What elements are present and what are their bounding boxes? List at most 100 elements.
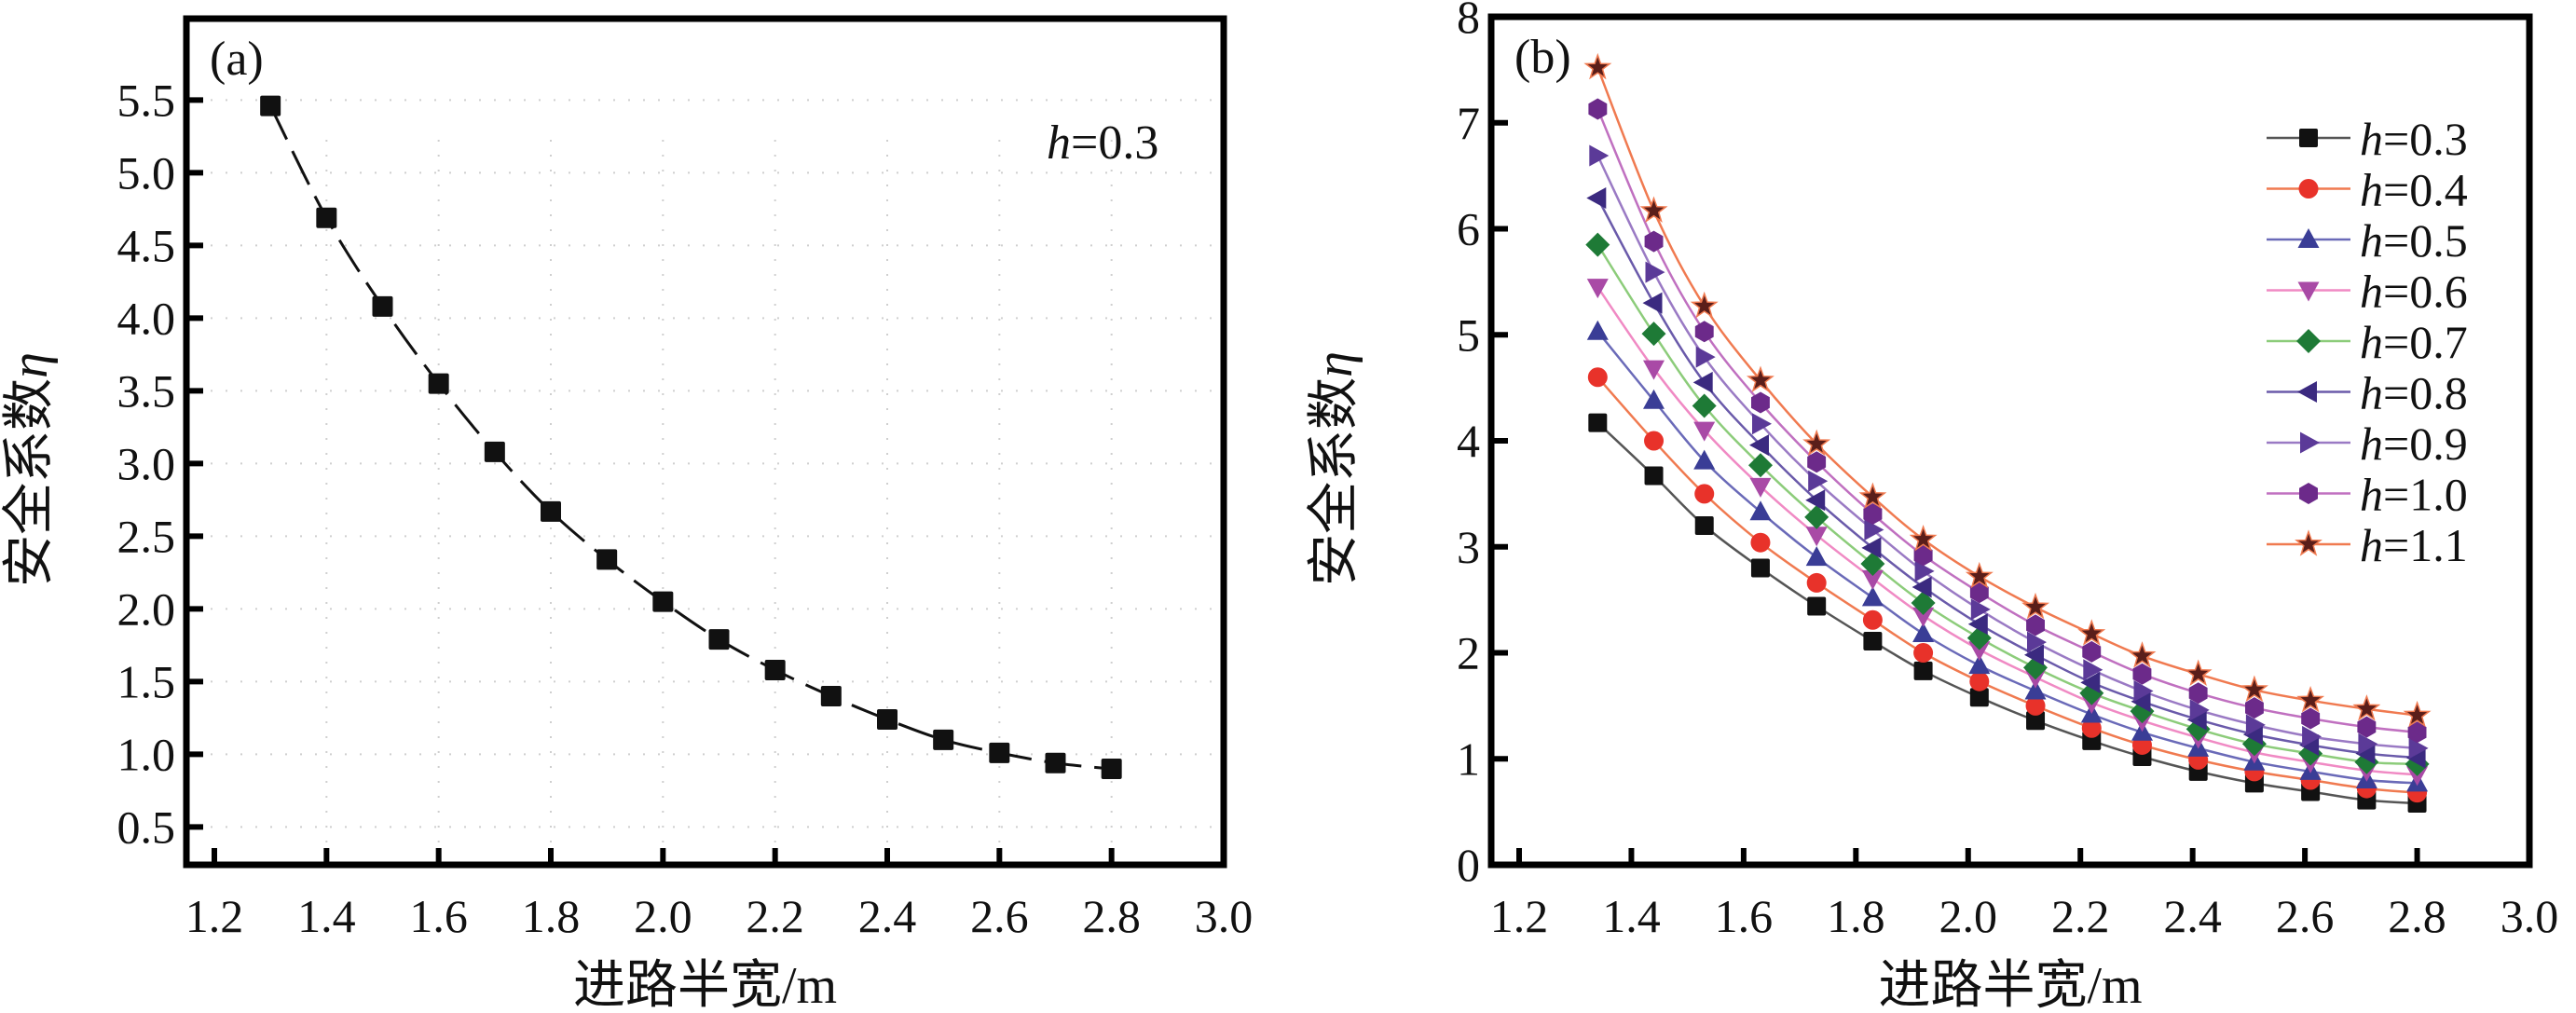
legend-item-h-0.6: h=0.6 bbox=[2267, 266, 2468, 318]
data-point-triangle-right bbox=[2133, 680, 2154, 702]
data-point-triangle-right bbox=[2245, 714, 2266, 736]
x-tick-label: 3.0 bbox=[2501, 890, 2559, 942]
legend-marker-circle-icon bbox=[2298, 179, 2319, 198]
legend-item-h-0.4: h=0.4 bbox=[2267, 164, 2468, 216]
series-line-h-0.3 bbox=[268, 104, 1112, 771]
data-point-square bbox=[820, 686, 842, 707]
data-point-square bbox=[1969, 688, 1989, 707]
data-point-star bbox=[1909, 525, 1938, 552]
data-point-star bbox=[2352, 694, 2381, 721]
data-point-square bbox=[1045, 752, 1066, 773]
x-tick-label: 2.2 bbox=[2051, 890, 2110, 942]
data-point-diamond bbox=[1692, 393, 1717, 418]
x-tick-label: 2.2 bbox=[746, 890, 804, 942]
y-tick-label: 2.5 bbox=[117, 510, 176, 562]
data-point-triangle-right bbox=[1808, 470, 1829, 492]
data-point-hexagon bbox=[2245, 697, 2264, 719]
panel-b-axis-ticks: 1.2 1.4 1.6 1.8 2.0 2.2 2.4 2.6 2.8 3.0 0 1 2 3 4 5 6 7 8 bbox=[1457, 0, 2558, 942]
legend-label-value: =0.6 bbox=[2383, 266, 2468, 318]
data-point-hexagon bbox=[2082, 640, 2102, 663]
data-point-triangle-down bbox=[1861, 569, 1884, 590]
data-point-triangle-right bbox=[1752, 413, 1772, 435]
annotation-h-value: =0.3 bbox=[1071, 116, 1158, 170]
data-point-hexagon bbox=[2407, 721, 2427, 744]
data-point-star bbox=[1583, 52, 1612, 80]
legend-marker-triangle-up-icon bbox=[2297, 228, 2320, 248]
data-point-triangle-right bbox=[2083, 659, 2103, 681]
data-point-triangle-up bbox=[1861, 586, 1884, 607]
y-tick-label: 3.0 bbox=[117, 437, 176, 489]
data-point-triangle-left bbox=[1642, 292, 1663, 314]
data-point-triangle-left bbox=[2186, 708, 2207, 731]
data-point-square bbox=[708, 629, 730, 650]
x-tick-label: 1.6 bbox=[1715, 890, 1774, 942]
panel-a-y-axis-title: 安全系数η bbox=[1, 352, 59, 587]
legend-label-value: =0.9 bbox=[2383, 418, 2468, 470]
data-point-triangle-up bbox=[1693, 449, 1716, 470]
panel-a-safety-factor-chart: 1.2 1.4 1.6 1.8 2.0 2.2 2.4 2.6 2.8 3.0 0.5 1.0 1.5 2… bbox=[1, 15, 1254, 1013]
data-point-square bbox=[877, 708, 897, 730]
data-point-triangle-left bbox=[1749, 434, 1769, 457]
series-line-h-0.4 bbox=[1596, 376, 2418, 794]
legend-label-symbol: h bbox=[2360, 214, 2383, 267]
data-point-square bbox=[484, 441, 505, 462]
data-point-square bbox=[1694, 516, 1714, 535]
x-tick-label: 1.6 bbox=[409, 890, 468, 942]
y-tick-label: 1.0 bbox=[117, 728, 176, 780]
series-line-h-0.7 bbox=[1596, 243, 2418, 766]
data-point-square bbox=[1807, 596, 1827, 616]
y-tick-label: 3 bbox=[1457, 521, 1480, 573]
data-point-hexagon bbox=[2301, 707, 2321, 730]
data-point-star bbox=[1965, 561, 1994, 589]
x-tick-label: 2.0 bbox=[1939, 890, 1998, 942]
data-point-diamond bbox=[1641, 322, 1666, 347]
y-tick-label: 7 bbox=[1457, 97, 1480, 149]
legend-label-symbol: h bbox=[2360, 113, 2383, 165]
legend-marker-triangle-right-icon bbox=[2300, 431, 2320, 454]
data-point-triangle-right bbox=[1589, 144, 1610, 167]
data-point-hexagon bbox=[1807, 451, 1827, 473]
data-point-triangle-left bbox=[1911, 576, 1932, 598]
data-point-square bbox=[652, 591, 674, 612]
series-markers-h-0.8 bbox=[1586, 187, 2426, 769]
data-point-square bbox=[989, 742, 1010, 763]
legend-item-h-0.3: h=0.3 bbox=[2267, 113, 2468, 165]
data-point-square bbox=[1750, 558, 1770, 578]
y-tick-label: 5 bbox=[1457, 308, 1480, 361]
data-point-triangle-right bbox=[1914, 560, 1935, 582]
panel-a-gridlines bbox=[196, 99, 1214, 846]
legend-label-symbol: h bbox=[2360, 164, 2383, 216]
x-tick-label: 1.2 bbox=[1490, 890, 1549, 942]
legend-label-value: =0.8 bbox=[2383, 367, 2468, 419]
x-tick-label: 1.8 bbox=[522, 890, 581, 942]
legend-marker-triangle-left-icon bbox=[2297, 381, 2317, 403]
x-tick-label: 1.2 bbox=[185, 890, 244, 942]
data-point-hexagon bbox=[1751, 391, 1770, 414]
data-point-circle bbox=[1969, 671, 1990, 691]
legend-label: h=0.3 bbox=[2360, 113, 2468, 165]
data-point-hexagon bbox=[1863, 503, 1883, 525]
legend-item-h-0.7: h=0.7 bbox=[2267, 316, 2468, 368]
data-point-square bbox=[1913, 661, 1933, 680]
data-point-triangle-right bbox=[1695, 346, 1716, 368]
legend-label-value: =1.1 bbox=[2383, 519, 2468, 571]
x-tick-label: 2.0 bbox=[634, 890, 692, 942]
data-point-star bbox=[1639, 196, 1668, 223]
panel-a-axis-ticks: 1.2 1.4 1.6 1.8 2.0 2.2 2.4 2.6 2.8 3.0 0.5 1.0 1.5 2… bbox=[117, 74, 1254, 942]
legend-marker-diamond-icon bbox=[2296, 329, 2321, 353]
legend-label-symbol: h bbox=[2360, 469, 2383, 521]
x-tick-label: 2.8 bbox=[1082, 890, 1141, 942]
data-point-triangle-right bbox=[2302, 725, 2323, 747]
x-tick-label: 2.6 bbox=[970, 890, 1029, 942]
data-point-triangle-right bbox=[2027, 631, 2047, 653]
data-point-triangle-up bbox=[1968, 654, 1991, 675]
series-markers-h-1.1 bbox=[1583, 52, 2432, 728]
data-point-triangle-up bbox=[1749, 500, 1772, 521]
series-line-h-0.3 bbox=[1596, 421, 2418, 805]
x-tick-label: 2.4 bbox=[858, 890, 917, 942]
legend-marker-hexagon-icon bbox=[2299, 483, 2318, 504]
legend-label: h=0.6 bbox=[2360, 266, 2468, 318]
data-point-square bbox=[260, 95, 281, 116]
panel-b-series bbox=[1583, 52, 2432, 814]
data-point-square bbox=[428, 373, 449, 394]
